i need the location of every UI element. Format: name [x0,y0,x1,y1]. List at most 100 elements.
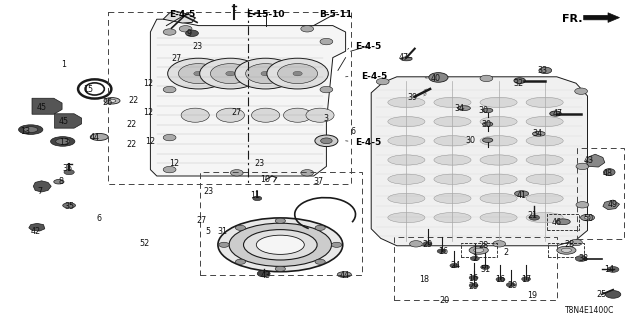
Text: 43: 43 [584,156,594,164]
Ellipse shape [388,97,425,108]
Text: 23: 23 [192,42,202,51]
Circle shape [226,71,235,76]
Text: 2: 2 [503,248,508,257]
Ellipse shape [434,155,471,165]
Circle shape [236,259,246,264]
Circle shape [529,215,540,220]
Text: 25: 25 [596,290,607,299]
Circle shape [230,170,243,176]
Text: 16: 16 [438,247,448,256]
Circle shape [576,163,589,170]
Ellipse shape [56,139,70,144]
Text: 43: 43 [260,271,271,280]
Text: 14: 14 [604,265,614,274]
Ellipse shape [480,155,517,165]
Text: 11: 11 [250,191,260,200]
Circle shape [163,134,176,141]
Circle shape [429,73,448,82]
Ellipse shape [229,223,332,266]
Text: B-5-11: B-5-11 [319,10,353,19]
Circle shape [179,26,192,32]
Polygon shape [150,19,346,176]
Ellipse shape [469,246,488,254]
Circle shape [253,196,262,201]
Circle shape [301,26,314,32]
Ellipse shape [108,99,116,102]
Circle shape [236,225,246,230]
Text: 10: 10 [260,175,271,184]
Circle shape [168,58,229,89]
Text: 29: 29 [507,281,517,290]
Text: 34: 34 [532,129,543,138]
Ellipse shape [256,235,305,254]
Text: 35: 35 [64,202,74,211]
Text: 6: 6 [97,214,102,223]
Circle shape [450,263,459,268]
Circle shape [284,108,312,122]
Text: 31: 31 [218,227,228,236]
Text: 9: 9 [186,29,191,38]
Ellipse shape [526,193,563,204]
Circle shape [575,88,588,94]
Text: 17: 17 [521,275,531,284]
Text: 22: 22 [127,120,137,129]
Ellipse shape [483,122,493,126]
Text: 48: 48 [603,169,613,178]
Ellipse shape [526,155,563,165]
Circle shape [278,64,317,84]
Text: 20: 20 [440,296,450,305]
Polygon shape [163,11,195,23]
Ellipse shape [550,111,561,116]
Text: 15: 15 [83,85,93,94]
Ellipse shape [243,230,317,260]
Polygon shape [603,200,620,210]
Ellipse shape [434,136,471,146]
Text: 42: 42 [30,228,40,236]
Circle shape [261,71,270,76]
Ellipse shape [526,212,563,223]
Text: E-15-10: E-15-10 [246,10,285,19]
Ellipse shape [90,133,108,140]
Text: 3: 3 [324,114,329,123]
Polygon shape [54,114,82,128]
Circle shape [539,67,552,74]
Ellipse shape [63,203,76,208]
Ellipse shape [580,214,595,221]
Circle shape [315,135,338,147]
Ellipse shape [514,78,525,84]
Text: 16: 16 [468,274,479,283]
Circle shape [315,225,325,230]
Ellipse shape [19,125,43,134]
Text: 7: 7 [38,188,43,196]
Ellipse shape [434,193,471,204]
Circle shape [437,249,446,253]
Circle shape [315,259,325,264]
Ellipse shape [388,174,425,184]
Circle shape [607,267,619,272]
Ellipse shape [458,106,470,111]
Circle shape [194,71,203,76]
Text: 1: 1 [231,4,236,12]
Text: 46: 46 [552,218,562,227]
Text: 29: 29 [468,282,479,291]
Text: 27: 27 [232,108,242,116]
Circle shape [469,276,478,280]
Ellipse shape [483,138,493,142]
Text: E-4-5: E-4-5 [361,72,388,81]
Circle shape [410,241,422,247]
Text: 23: 23 [254,159,264,168]
Circle shape [267,58,328,89]
Text: 45: 45 [36,103,47,112]
Text: 8: 8 [58,177,63,186]
Text: 24: 24 [451,261,461,270]
Text: 12: 12 [143,108,154,116]
Circle shape [576,202,589,208]
Circle shape [522,277,531,281]
Text: 47: 47 [553,109,563,118]
Ellipse shape [526,97,563,108]
Text: 40: 40 [430,74,440,83]
Circle shape [275,266,285,271]
Text: 28: 28 [564,240,575,249]
Polygon shape [586,154,605,167]
Ellipse shape [480,97,517,108]
